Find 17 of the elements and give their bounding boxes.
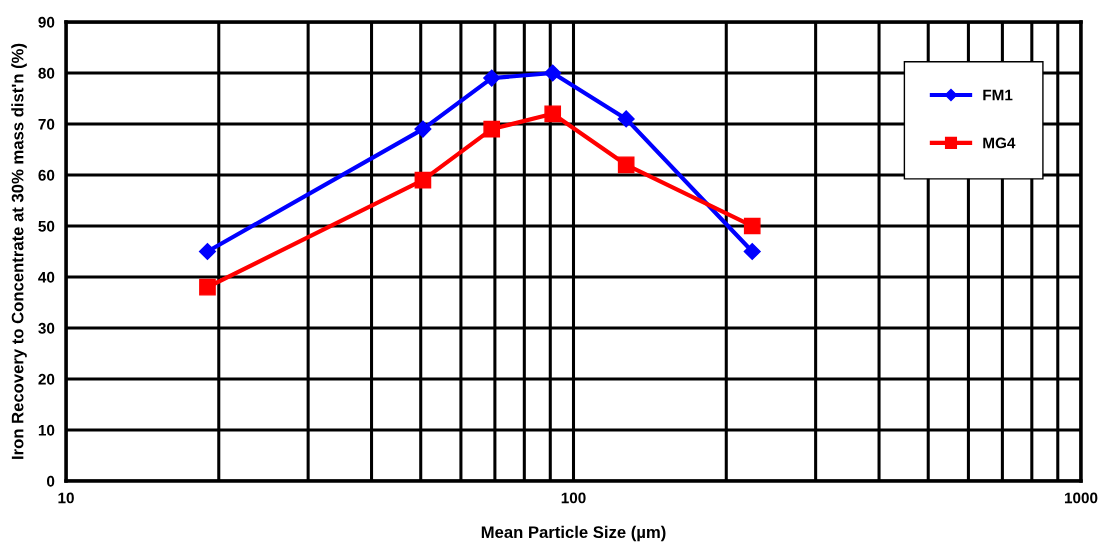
y-tick-label: 60 [38,169,55,181]
y-tick-label: 80 [38,67,55,79]
x-tick-label: 10 [58,492,74,504]
y-tick-label: 0 [47,475,55,487]
y-tick-label: 10 [38,424,55,436]
y-tick-label: 50 [38,220,55,232]
y-tick-label: 40 [38,271,55,283]
legend-label: FM1 [983,89,1013,101]
y-tick-label: 70 [38,118,55,130]
y-tick-label: 20 [38,373,55,385]
y-axis-title: Iron Recovery to Concentrate at 30% mass dist'n (%) [11,43,27,459]
legend-label: MG4 [983,137,1016,149]
y-tick-label: 90 [38,16,55,28]
y-tick-label: 30 [38,322,55,334]
x-tick-label: 100 [561,492,586,504]
x-axis-title: Mean Particle Size (µm) [481,525,666,542]
x-tick-label: 1000 [1064,492,1098,504]
